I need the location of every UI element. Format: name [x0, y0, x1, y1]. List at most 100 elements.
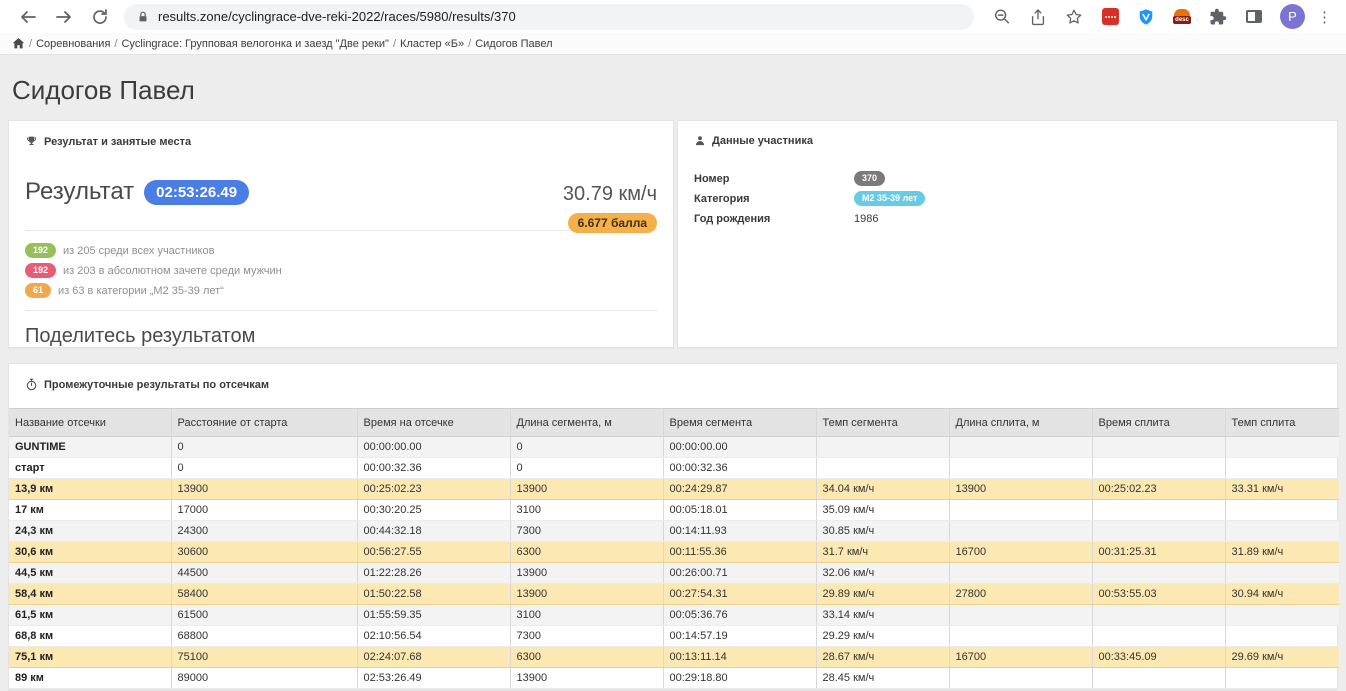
table-cell: 29.69 км/ч	[1225, 647, 1339, 668]
average-speed: 30.79 км/ч	[563, 183, 657, 206]
breadcrumb: / Соревнования / Cyclingrace: Групповая вел…	[0, 33, 1346, 55]
table-cell: 00:00:32.36	[357, 458, 510, 479]
table-cell: 00:11:55.36	[663, 542, 816, 563]
table-cell	[1225, 563, 1339, 584]
home-icon[interactable]	[12, 37, 25, 50]
address-bar[interactable]: results.zone/cyclingrace-dve-reki-2022/r…	[124, 4, 974, 30]
table-cell: 7300	[510, 521, 663, 542]
column-header: Темп сегмента	[816, 409, 949, 437]
table-cell: 17 км	[9, 500, 171, 521]
table-cell: 16700	[949, 647, 1092, 668]
forward-icon[interactable]	[55, 8, 73, 26]
table-cell: 35.09 км/ч	[816, 500, 949, 521]
table-cell: 6300	[510, 647, 663, 668]
placement-row: 61из 63 в категории „М2 35-39 лет“	[25, 283, 657, 298]
table-cell: 00:29:18.80	[663, 668, 816, 689]
table-cell: 01:50:22.58	[357, 584, 510, 605]
participant-row: КатегорияМ2 35-39 лет	[694, 189, 1321, 208]
side-panel-icon[interactable]	[1245, 8, 1263, 26]
table-row: 75,1 км7510002:24:07.68630000:13:11.1428…	[9, 647, 1339, 668]
table-cell: 0	[171, 458, 357, 479]
table-cell: 44,5 км	[9, 563, 171, 584]
breadcrumb-separator: /	[114, 38, 117, 50]
splits-card-header: Промежуточные результаты по отсечкам	[9, 364, 1337, 391]
table-cell: 00:00:32.36	[663, 458, 816, 479]
table-cell: 00:27:54.31	[663, 584, 816, 605]
bookmark-star-icon[interactable]	[1065, 8, 1083, 26]
points-badge: 6.677 балла	[568, 213, 657, 233]
table-cell: 89 км	[9, 668, 171, 689]
person-icon	[694, 135, 706, 147]
participant-card: Данные участника Номер370КатегорияМ2 35-…	[677, 120, 1338, 348]
table-cell: 33.31 км/ч	[1225, 479, 1339, 500]
splits-card: Промежуточные результаты по отсечкам Наз…	[8, 363, 1338, 690]
table-cell: 00:05:36.76	[663, 605, 816, 626]
browser-menu-icon[interactable]: ⋮	[1317, 8, 1332, 26]
extensions-puzzle-icon[interactable]	[1209, 8, 1227, 26]
table-row: старт000:00:32.36000:00:32.36	[9, 458, 1339, 479]
lock-icon[interactable]	[136, 10, 150, 24]
table-cell: старт	[9, 458, 171, 479]
trophy-icon	[25, 135, 38, 148]
table-cell: 7300	[510, 626, 663, 647]
table-cell: 29.89 км/ч	[816, 584, 949, 605]
table-cell	[949, 626, 1092, 647]
table-cell: 01:55:59.35	[357, 605, 510, 626]
table-cell	[1225, 605, 1339, 626]
breadcrumb-item[interactable]: Cyclingrace: Групповая велогонка и заезд…	[121, 38, 388, 50]
table-cell: 58400	[171, 584, 357, 605]
table-cell	[1225, 668, 1339, 689]
placement-text: из 63 в категории „М2 35-39 лет“	[58, 285, 224, 297]
table-cell: 75,1 км	[9, 647, 171, 668]
table-cell	[949, 521, 1092, 542]
breadcrumb-item[interactable]: Кластер «Б»	[400, 38, 464, 50]
table-cell: 13,9 км	[9, 479, 171, 500]
table-row: 24,3 км2430000:44:32.18730000:14:11.9330…	[9, 521, 1339, 542]
table-cell	[1092, 458, 1225, 479]
table-cell	[1092, 605, 1225, 626]
table-cell: 02:10:56.54	[357, 626, 510, 647]
table-cell: 00:00:00.00	[663, 437, 816, 458]
table-cell: 00:26:00.71	[663, 563, 816, 584]
table-cell: 01:22:28.26	[357, 563, 510, 584]
participant-card-header: Данные участника	[678, 121, 1337, 147]
table-cell: 13900	[510, 563, 663, 584]
column-header: Темп сплита	[1225, 409, 1339, 437]
table-cell: 31.7 км/ч	[816, 542, 949, 563]
column-header: Длина сегмента, м	[510, 409, 663, 437]
placement-text: из 203 в абсолютном зачете среди мужчин	[63, 265, 282, 277]
table-cell: 30.85 км/ч	[816, 521, 949, 542]
table-cell: 00:44:32.18	[357, 521, 510, 542]
table-cell	[949, 668, 1092, 689]
zoom-out-icon[interactable]	[993, 8, 1011, 26]
table-cell: 00:31:25.31	[1092, 542, 1225, 563]
breadcrumb-item[interactable]: Соревнования	[36, 38, 110, 50]
table-cell: 00:00:00.00	[357, 437, 510, 458]
table-cell: 30600	[171, 542, 357, 563]
table-cell	[1225, 626, 1339, 647]
back-icon[interactable]	[19, 8, 37, 26]
password-manager-extension-icon[interactable]	[1101, 8, 1119, 26]
table-cell: 16700	[949, 542, 1092, 563]
stopwatch-icon	[25, 378, 38, 391]
desc-extension-icon[interactable]: desc	[1173, 8, 1191, 26]
page-title: Сидогов Павел	[12, 75, 1346, 106]
shield-extension-icon[interactable]	[1137, 8, 1155, 26]
table-cell: 13900	[510, 479, 663, 500]
table-cell: 28.45 км/ч	[816, 668, 949, 689]
placements-list: 192из 205 среди всех участников192из 203…	[9, 231, 673, 298]
url-text: results.zone/cyclingrace-dve-reki-2022/r…	[158, 9, 516, 24]
table-cell: 00:13:11.14	[663, 647, 816, 668]
table-cell: GUNTIME	[9, 437, 171, 458]
table-cell: 68,8 км	[9, 626, 171, 647]
reload-icon[interactable]	[91, 8, 109, 26]
table-cell	[949, 437, 1092, 458]
participant-value-badge: 370	[854, 171, 885, 186]
browser-toolbar: results.zone/cyclingrace-dve-reki-2022/r…	[0, 0, 1346, 33]
share-icon[interactable]	[1029, 8, 1047, 26]
table-cell	[1092, 437, 1225, 458]
column-header: Время на отсечке	[357, 409, 510, 437]
breadcrumb-separator: /	[29, 38, 32, 50]
profile-avatar[interactable]: P	[1280, 4, 1305, 29]
column-header: Время сегмента	[663, 409, 816, 437]
